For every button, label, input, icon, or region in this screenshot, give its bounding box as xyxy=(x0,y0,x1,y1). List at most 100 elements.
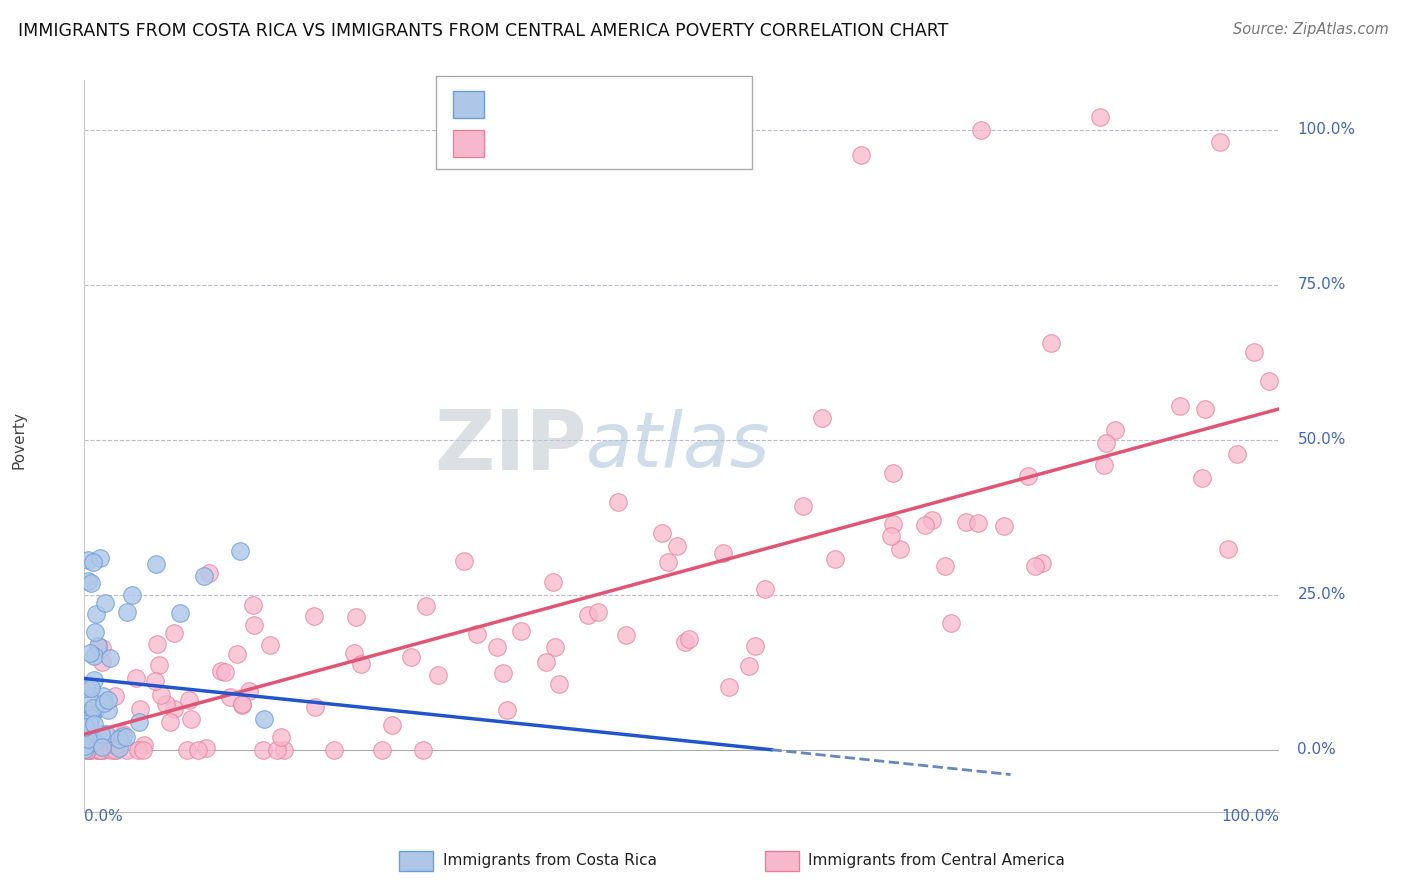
Point xyxy=(82,706,104,720)
Point xyxy=(1017,469,1039,483)
Point xyxy=(1243,345,1265,359)
Point xyxy=(198,566,221,580)
Point xyxy=(270,731,292,745)
Point xyxy=(111,726,134,740)
Point xyxy=(673,635,696,649)
Point xyxy=(91,743,114,757)
Point xyxy=(657,555,679,569)
Point xyxy=(75,743,97,757)
Point xyxy=(77,691,100,706)
Point xyxy=(93,696,115,710)
Point xyxy=(129,702,152,716)
Point xyxy=(194,740,217,755)
Point xyxy=(534,656,557,670)
Point xyxy=(127,743,149,757)
Point xyxy=(91,640,114,655)
Point xyxy=(193,569,215,583)
Point xyxy=(426,667,449,681)
Point xyxy=(243,618,266,632)
Point xyxy=(76,743,98,757)
Point xyxy=(169,607,191,621)
Point xyxy=(86,697,108,711)
Point xyxy=(1090,111,1112,125)
Point xyxy=(84,607,107,622)
Text: Immigrants from Costa Rica: Immigrants from Costa Rica xyxy=(443,854,657,868)
Point xyxy=(75,681,97,696)
Point xyxy=(939,615,962,630)
Point xyxy=(225,647,247,661)
Point xyxy=(76,574,98,589)
Point xyxy=(266,743,288,757)
Point xyxy=(159,714,181,729)
Point xyxy=(145,557,167,571)
Point xyxy=(117,605,139,619)
Point xyxy=(588,605,610,619)
Point xyxy=(1216,542,1239,557)
Point xyxy=(616,627,638,641)
Text: 0.0%: 0.0% xyxy=(1298,742,1336,757)
Point xyxy=(754,582,776,597)
Point xyxy=(91,689,114,703)
Point xyxy=(606,495,628,509)
Text: atlas: atlas xyxy=(586,409,770,483)
Point xyxy=(176,743,198,757)
Point xyxy=(98,731,121,745)
Point xyxy=(77,740,100,755)
Point xyxy=(82,701,104,715)
Point xyxy=(79,743,101,757)
Point xyxy=(115,731,138,745)
Point xyxy=(824,552,846,566)
Point xyxy=(97,703,120,717)
Point xyxy=(90,727,112,741)
Point xyxy=(117,743,139,757)
Point xyxy=(149,688,172,702)
Text: R = -0.198   N =  47: R = -0.198 N = 47 xyxy=(492,95,675,113)
Point xyxy=(75,741,97,756)
Point xyxy=(77,553,100,567)
Point xyxy=(304,700,326,714)
Point xyxy=(882,516,904,531)
Point xyxy=(371,743,394,757)
Point xyxy=(219,690,242,704)
Point xyxy=(302,609,325,624)
Point xyxy=(914,518,936,533)
Point xyxy=(187,743,209,757)
Point xyxy=(851,147,873,161)
Point xyxy=(273,743,295,757)
Point xyxy=(496,703,519,717)
Point xyxy=(323,743,346,757)
Point xyxy=(104,743,127,757)
Point xyxy=(678,632,700,646)
Point xyxy=(1040,336,1063,351)
Point xyxy=(252,743,274,757)
Point xyxy=(576,607,599,622)
Point xyxy=(1191,471,1213,485)
Text: 100.0%: 100.0% xyxy=(1298,122,1355,137)
Point xyxy=(80,575,103,590)
Point xyxy=(89,551,111,566)
Text: ZIP: ZIP xyxy=(434,406,586,486)
Point xyxy=(132,743,155,757)
Text: R =  0.689   N = 132: R = 0.689 N = 132 xyxy=(492,135,679,153)
Point xyxy=(76,743,98,757)
Point xyxy=(921,513,943,527)
Point xyxy=(744,639,766,653)
Point xyxy=(238,683,260,698)
Point xyxy=(87,743,110,757)
Point xyxy=(104,743,127,757)
Point xyxy=(75,739,97,753)
Point xyxy=(665,540,688,554)
Point xyxy=(84,703,107,717)
Point xyxy=(75,724,97,739)
Point xyxy=(83,735,105,749)
Point xyxy=(87,639,110,653)
Point xyxy=(209,664,232,678)
Point xyxy=(492,666,515,681)
Text: 50.0%: 50.0% xyxy=(1298,433,1346,447)
Point xyxy=(148,657,170,672)
Point xyxy=(889,541,911,556)
Point xyxy=(180,712,202,726)
Text: IMMIGRANTS FROM COSTA RICA VS IMMIGRANTS FROM CENTRAL AMERICA POVERTY CORRELATIO: IMMIGRANTS FROM COSTA RICA VS IMMIGRANTS… xyxy=(18,22,949,40)
Point xyxy=(91,743,114,757)
Text: 25.0%: 25.0% xyxy=(1298,587,1346,602)
